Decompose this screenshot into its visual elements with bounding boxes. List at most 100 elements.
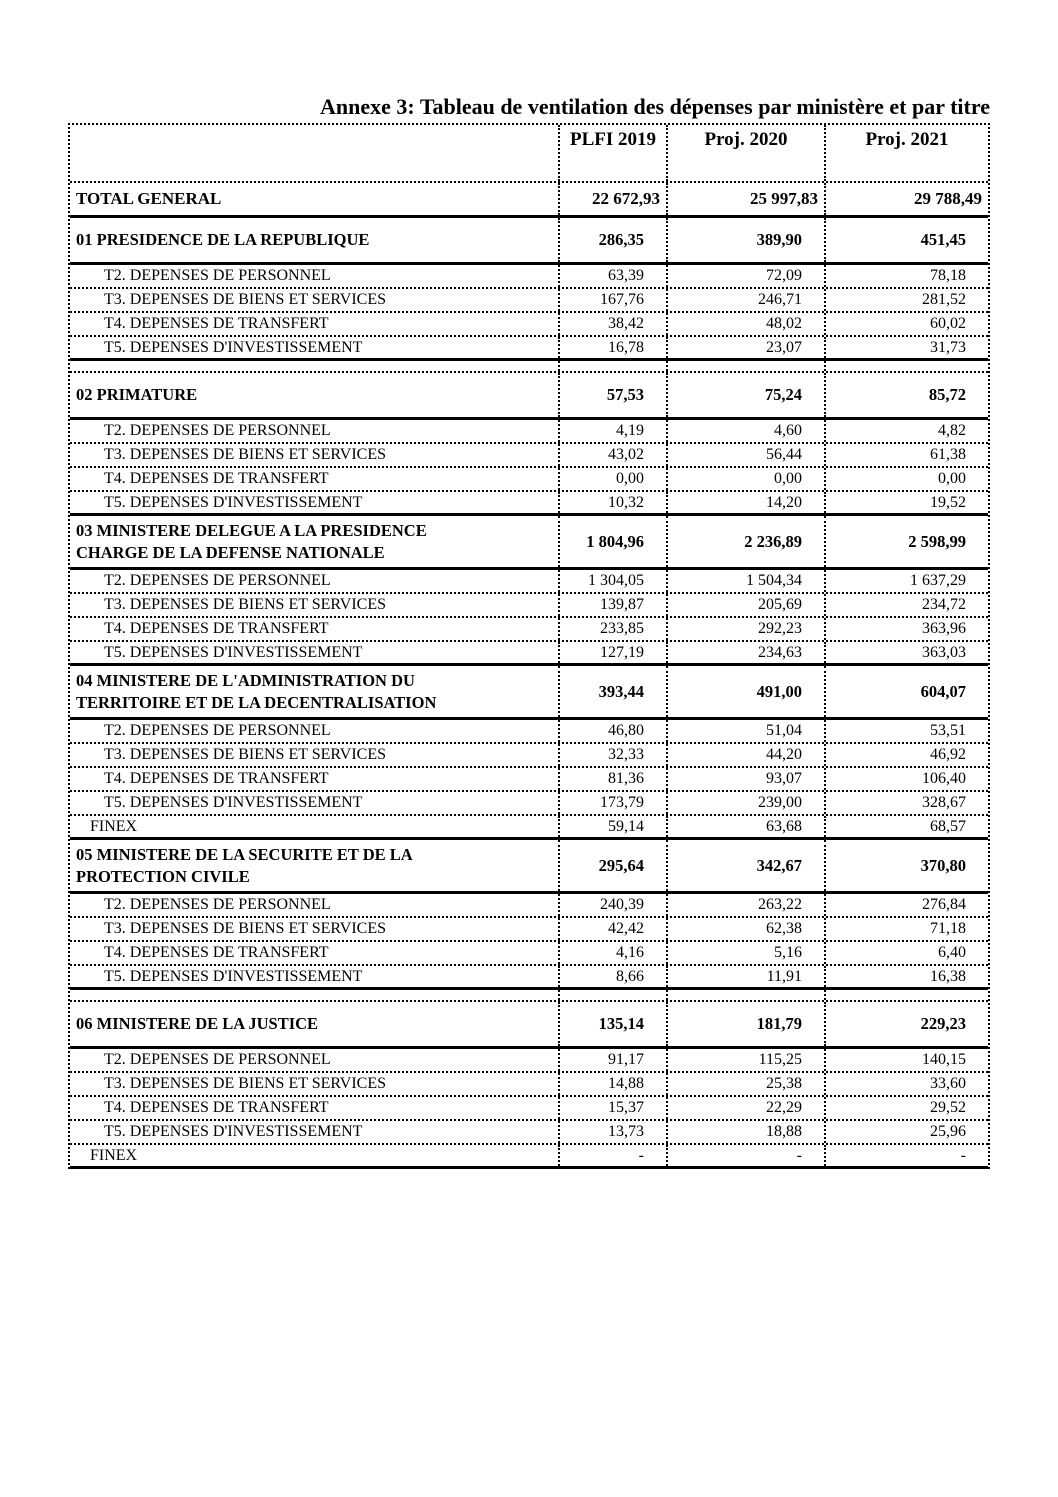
row-label: T2. DEPENSES DE PERSONNEL [104,722,331,739]
row-label: T5. DEPENSES D'INVESTISSEMENT [104,967,363,985]
value-plfi-2019: 139,87 [558,594,666,616]
value-plfi-2019 [558,361,666,371]
value-plfi-2019: 13,73 [558,1121,666,1143]
expense-row: T2. DEPENSES DE PERSONNEL 91,17 115,25 140,… [70,1049,988,1073]
value-plfi-2019: 46,80 [558,720,666,742]
value-proj-2021: 1 637,29 [824,570,988,592]
expense-row: T2. DEPENSES DE PERSONNEL 63,39 72,09 78,18 [70,265,988,289]
expense-row: T5. DEPENSES D'INVESTISSEMENT 8,66 11,91 16… [70,966,988,990]
expense-row: T2. DEPENSES DE PERSONNEL 240,39 263,22 276… [70,894,988,918]
expense-row: T3. DEPENSES DE BIENS ET SERVICES 43,02 56… [70,444,988,468]
value-proj-2021: 16,38 [824,966,988,987]
section-row: 04 MINISTERE DE L'ADMINISTRATION DU TERR… [70,666,988,720]
value-proj-2020: 1 504,34 [666,570,824,592]
row-label: T4. DEPENSES DE TRANSFERT [104,1099,329,1116]
row-label: FINEX [90,817,138,835]
value-proj-2020: 18,88 [666,1121,824,1143]
row-label: TOTAL GENERAL [76,189,222,208]
row-label: 01 PRESIDENCE DE LA REPUBLIQUE [76,230,370,249]
section-row: 02 PRIMATURE 57,53 75,24 85,72 [70,373,988,420]
row-label [70,361,558,371]
value-plfi-2019: 1 804,96 [558,516,666,567]
value-proj-2021: 4,82 [824,420,988,442]
expense-row: T3. DEPENSES DE BIENS ET SERVICES 139,87 2… [70,594,988,618]
value-plfi-2019: 167,76 [558,289,666,311]
row-label: T5. DEPENSES D'INVESTISSEMENT [104,338,363,356]
value-proj-2020: 234,63 [666,642,824,663]
value-plfi-2019: 38,42 [558,313,666,335]
table-body: TOTAL GENERAL 22 672,93 25 997,83 29 788,49… [70,183,988,1169]
value-proj-2021: 60,02 [824,313,988,335]
value-plfi-2019: 16,78 [558,337,666,358]
value-plfi-2019: 233,85 [558,618,666,640]
value-proj-2021: 29,52 [824,1097,988,1119]
value-proj-2020: 23,07 [666,337,824,358]
value-proj-2021: 19,52 [824,492,988,513]
value-proj-2020: 239,00 [666,792,824,814]
value-proj-2020: 11,91 [666,966,824,987]
value-plfi-2019: 81,36 [558,768,666,790]
row-label: T3. DEPENSES DE BIENS ET SERVICES [104,596,386,613]
row-label: T5. DEPENSES D'INVESTISSEMENT [104,1123,363,1140]
spacer-row [70,990,988,1002]
value-plfi-2019 [558,990,666,1000]
expense-row: T3. DEPENSES DE BIENS ET SERVICES 42,42 62… [70,918,988,942]
value-proj-2021 [824,990,988,1000]
value-proj-2021: 68,57 [824,816,988,837]
value-proj-2020: 181,79 [666,1002,824,1046]
value-proj-2021: 46,92 [824,744,988,766]
expenses-by-ministry-table: PLFI 2019 Proj. 2020 Proj. 2021 TOTAL GE… [68,123,990,1169]
row-label [70,990,558,1000]
value-proj-2021: 33,60 [824,1073,988,1095]
value-proj-2020: 25,38 [666,1073,824,1095]
row-label: T3. DEPENSES DE BIENS ET SERVICES [104,446,386,463]
value-proj-2020: 0,00 [666,468,824,490]
value-plfi-2019: 10,32 [558,492,666,513]
value-proj-2021: 25,96 [824,1121,988,1143]
value-proj-2021: 53,51 [824,720,988,742]
expense-row: T3. DEPENSES DE BIENS ET SERVICES 167,76 2… [70,289,988,313]
spacer-row [70,361,988,373]
value-proj-2020 [666,361,824,371]
column-header-proj-2020: Proj. 2020 [666,125,824,181]
expense-row: T2. DEPENSES DE PERSONNEL 1 304,05 1 504,3… [70,570,988,594]
value-proj-2021: 140,15 [824,1049,988,1071]
value-proj-2020: 56,44 [666,444,824,466]
row-label: T5. DEPENSES D'INVESTISSEMENT [104,794,363,811]
value-proj-2020: 205,69 [666,594,824,616]
value-plfi-2019: 4,16 [558,942,666,964]
value-plfi-2019: 4,19 [558,420,666,442]
expense-row: T5. DEPENSES D'INVESTISSEMENT 173,79 239,0… [70,792,988,816]
value-plfi-2019: 1 304,05 [558,570,666,592]
value-proj-2021: 85,72 [824,373,988,417]
row-label: T3. DEPENSES DE BIENS ET SERVICES [104,1075,386,1092]
row-label: T4. DEPENSES DE TRANSFERT [104,944,329,961]
value-plfi-2019: 43,02 [558,444,666,466]
value-plfi-2019: 22 672,93 [558,183,666,215]
value-proj-2021: 234,72 [824,594,988,616]
value-proj-2021: 363,03 [824,642,988,663]
row-label: T4. DEPENSES DE TRANSFERT [104,620,329,637]
row-label: T4. DEPENSES DE TRANSFERT [104,470,329,487]
value-proj-2020: 51,04 [666,720,824,742]
value-proj-2020: 263,22 [666,894,824,916]
page-title: Annexe 3: Tableau de ventilation des dép… [320,94,990,119]
value-proj-2020: 48,02 [666,313,824,335]
expense-row: T5. DEPENSES D'INVESTISSEMENT 16,78 23,07 3… [70,337,988,361]
header-label-cell [70,125,558,181]
row-label: T3. DEPENSES DE BIENS ET SERVICES [104,746,386,763]
value-plfi-2019: 8,66 [558,966,666,987]
value-plfi-2019: 135,14 [558,1002,666,1046]
section-row: 05 MINISTERE DE LA SECURITE ET DE LA PRO… [70,840,988,894]
value-proj-2020: 22,29 [666,1097,824,1119]
expense-row: T5. DEPENSES D'INVESTISSEMENT 127,19 234,6… [70,642,988,666]
value-proj-2021: 106,40 [824,768,988,790]
table-header-row: PLFI 2019 Proj. 2020 Proj. 2021 [70,125,988,183]
value-plfi-2019: - [558,1145,666,1166]
value-proj-2021: 2 598,99 [824,516,988,567]
value-proj-2020: 342,67 [666,840,824,891]
row-label: T2. DEPENSES DE PERSONNEL [104,572,331,589]
expense-row: T4. DEPENSES DE TRANSFERT 4,16 5,16 6,40 [70,942,988,966]
value-plfi-2019: 63,39 [558,265,666,287]
